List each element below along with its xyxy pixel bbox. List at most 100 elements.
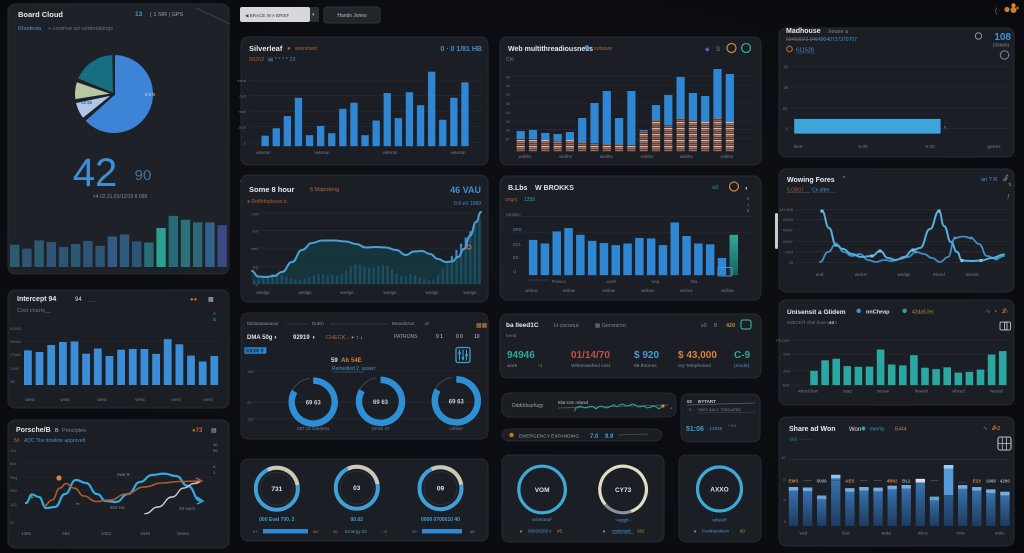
svg-text:wedge: wedge bbox=[425, 290, 439, 295]
svg-text:1004: 1004 bbox=[101, 531, 112, 536]
svg-text:50: 50 bbox=[14, 438, 20, 444]
svg-text:ƒ: ƒ bbox=[1007, 194, 1010, 200]
svg-text:Dildaaaaaaauur: Dildaaaaaaauur bbox=[247, 321, 279, 326]
svg-text:mail: mail bbox=[239, 109, 246, 114]
svg-text:42da5.fec: 42da5.fec bbox=[912, 310, 934, 316]
svg-text:99464: 99464 bbox=[10, 339, 22, 344]
svg-text:40: 40 bbox=[470, 529, 475, 534]
svg-text:99 thrones: 99 thrones bbox=[634, 363, 657, 369]
svg-text:8: 8 bbox=[784, 520, 786, 524]
svg-text:$ 920: $ 920 bbox=[634, 350, 659, 361]
svg-text:wash: wash bbox=[607, 279, 617, 284]
svg-text:Cx after: Cx after bbox=[812, 188, 830, 194]
svg-text:▮: ▮ bbox=[944, 125, 946, 129]
svg-text:at: at bbox=[425, 321, 430, 326]
svg-text:𝓔•2: 𝓔•2 bbox=[992, 425, 1000, 432]
svg-text:01/14/70: 01/14/70 bbox=[571, 350, 610, 361]
svg-text:9: 9 bbox=[747, 196, 750, 201]
svg-text:49040737370707: 49040737370707 bbox=[818, 37, 857, 43]
svg-text:09: 09 bbox=[437, 486, 445, 493]
svg-text:Rhodesia: Rhodesia bbox=[18, 26, 42, 32]
svg-text:(38880): (38880) bbox=[993, 43, 1010, 49]
svg-text:ED: ED bbox=[513, 255, 519, 260]
svg-text:40: 40 bbox=[333, 529, 338, 534]
svg-text:▦▦: ▦▦ bbox=[476, 323, 488, 329]
svg-text:over 9: over 9 bbox=[117, 472, 130, 477]
svg-text:69 63: 69 63 bbox=[449, 399, 465, 405]
svg-text:0 0: 0 0 bbox=[456, 334, 463, 340]
svg-text:CY73: CY73 bbox=[615, 487, 632, 494]
svg-text:50202: 50202 bbox=[249, 57, 264, 63]
svg-text:48587: 48587 bbox=[782, 229, 793, 233]
svg-text:·: · bbox=[999, 8, 1001, 14]
svg-text:87: 87 bbox=[782, 456, 786, 460]
svg-text:~ 0: ~ 0 bbox=[381, 529, 387, 534]
svg-text:90: 90 bbox=[213, 448, 218, 453]
svg-text:U: U bbox=[513, 269, 516, 274]
svg-text:+ ↑ ↓: + ↑ ↓ bbox=[351, 335, 363, 341]
svg-text:·12849: ·12849 bbox=[708, 426, 723, 431]
svg-text:Emergy 02: Emergy 02 bbox=[345, 529, 367, 534]
svg-text:Won: Won bbox=[849, 427, 861, 433]
svg-text:PSOKE: PSOKE bbox=[776, 338, 790, 343]
svg-text:(mode): (mode) bbox=[734, 363, 750, 369]
svg-text:w/asana²: w/asana² bbox=[532, 517, 552, 523]
svg-text:44: 44 bbox=[506, 84, 510, 88]
svg-text:90: 90 bbox=[506, 129, 510, 133]
svg-text:<4 02.31.02/12/10 8 098: <4 02.31.02/12/10 8 098 bbox=[93, 194, 148, 200]
svg-text:65929: 65929 bbox=[782, 218, 793, 222]
svg-text:15: 15 bbox=[10, 379, 15, 384]
svg-text:cry-Telephoned: cry-Telephoned bbox=[678, 363, 711, 369]
svg-text:∿: ∿ bbox=[986, 309, 991, 315]
svg-text:Porsche/B: Porsche/B bbox=[16, 427, 51, 434]
svg-text:#5: #5 bbox=[557, 529, 563, 534]
svg-text:87: 87 bbox=[506, 138, 510, 142]
svg-text:▤: ▤ bbox=[211, 428, 217, 434]
svg-text:2: 2 bbox=[244, 141, 247, 146]
svg-text:········: ········ bbox=[799, 437, 811, 442]
svg-text:GG: GG bbox=[790, 437, 798, 442]
svg-text:≡0: ≡0 bbox=[701, 323, 707, 329]
svg-text:ster: ster bbox=[916, 479, 925, 484]
svg-text:$ 43,000: $ 43,000 bbox=[678, 350, 717, 361]
svg-text:~wggb₋: ~wggb₋ bbox=[615, 518, 632, 524]
svg-text:40: 40 bbox=[213, 442, 218, 447]
svg-text:Board Cloud: Board Cloud bbox=[18, 10, 63, 19]
svg-text:widths: widths bbox=[680, 154, 694, 159]
svg-text:*: * bbox=[60, 13, 63, 19]
svg-text:8: 8 bbox=[747, 208, 750, 213]
svg-text:widths: widths bbox=[600, 154, 614, 159]
svg-text:4B62: 4B62 bbox=[887, 479, 898, 484]
svg-text:9 1: 9 1 bbox=[436, 334, 443, 340]
svg-text:■: ■ bbox=[694, 529, 697, 534]
svg-text:01: 01 bbox=[10, 520, 15, 525]
svg-text:90: 90 bbox=[740, 529, 745, 534]
svg-text:⚈: ⚈ bbox=[584, 44, 590, 52]
svg-text:1988: 1988 bbox=[986, 479, 997, 484]
svg-text:2C: 2C bbox=[783, 106, 788, 111]
svg-text:S: S bbox=[716, 47, 720, 53]
svg-text:∿: ∿ bbox=[983, 426, 988, 432]
svg-text:1365: 1365 bbox=[21, 531, 32, 536]
svg-text:west: west bbox=[171, 397, 181, 402]
svg-text:110: 110 bbox=[247, 417, 254, 422]
svg-text:B.Lbs: B.Lbs bbox=[508, 185, 528, 192]
svg-text:mixed: mixed bbox=[933, 272, 946, 277]
svg-text:◐: ◐ bbox=[745, 186, 749, 192]
svg-text:§ Mapoteng: § Mapoteng bbox=[310, 187, 339, 193]
svg-text:54E: 54E bbox=[351, 358, 362, 364]
svg-text:611528: 611528 bbox=[796, 48, 814, 54]
svg-text:▴: ▴ bbox=[1006, 172, 1008, 177]
svg-text:69 63: 69 63 bbox=[373, 400, 389, 406]
svg-text:Ddddduurfugy: Ddddduurfugy bbox=[512, 403, 544, 409]
svg-text:belt: belt bbox=[240, 94, 247, 99]
svg-text:Benedictus: Benedictus bbox=[392, 321, 415, 326]
svg-text:widths: widths bbox=[519, 154, 533, 159]
svg-text:69459072.049: 69459072.049 bbox=[786, 37, 818, 43]
svg-text:49 each: 49 each bbox=[179, 506, 196, 511]
svg-text:38: 38 bbox=[506, 120, 510, 124]
svg-text:50000 0: 50000 0 bbox=[246, 349, 264, 355]
svg-text:···: ··· bbox=[100, 388, 104, 393]
svg-text:angry: angry bbox=[505, 197, 518, 203]
svg-text:600: 600 bbox=[783, 368, 790, 373]
